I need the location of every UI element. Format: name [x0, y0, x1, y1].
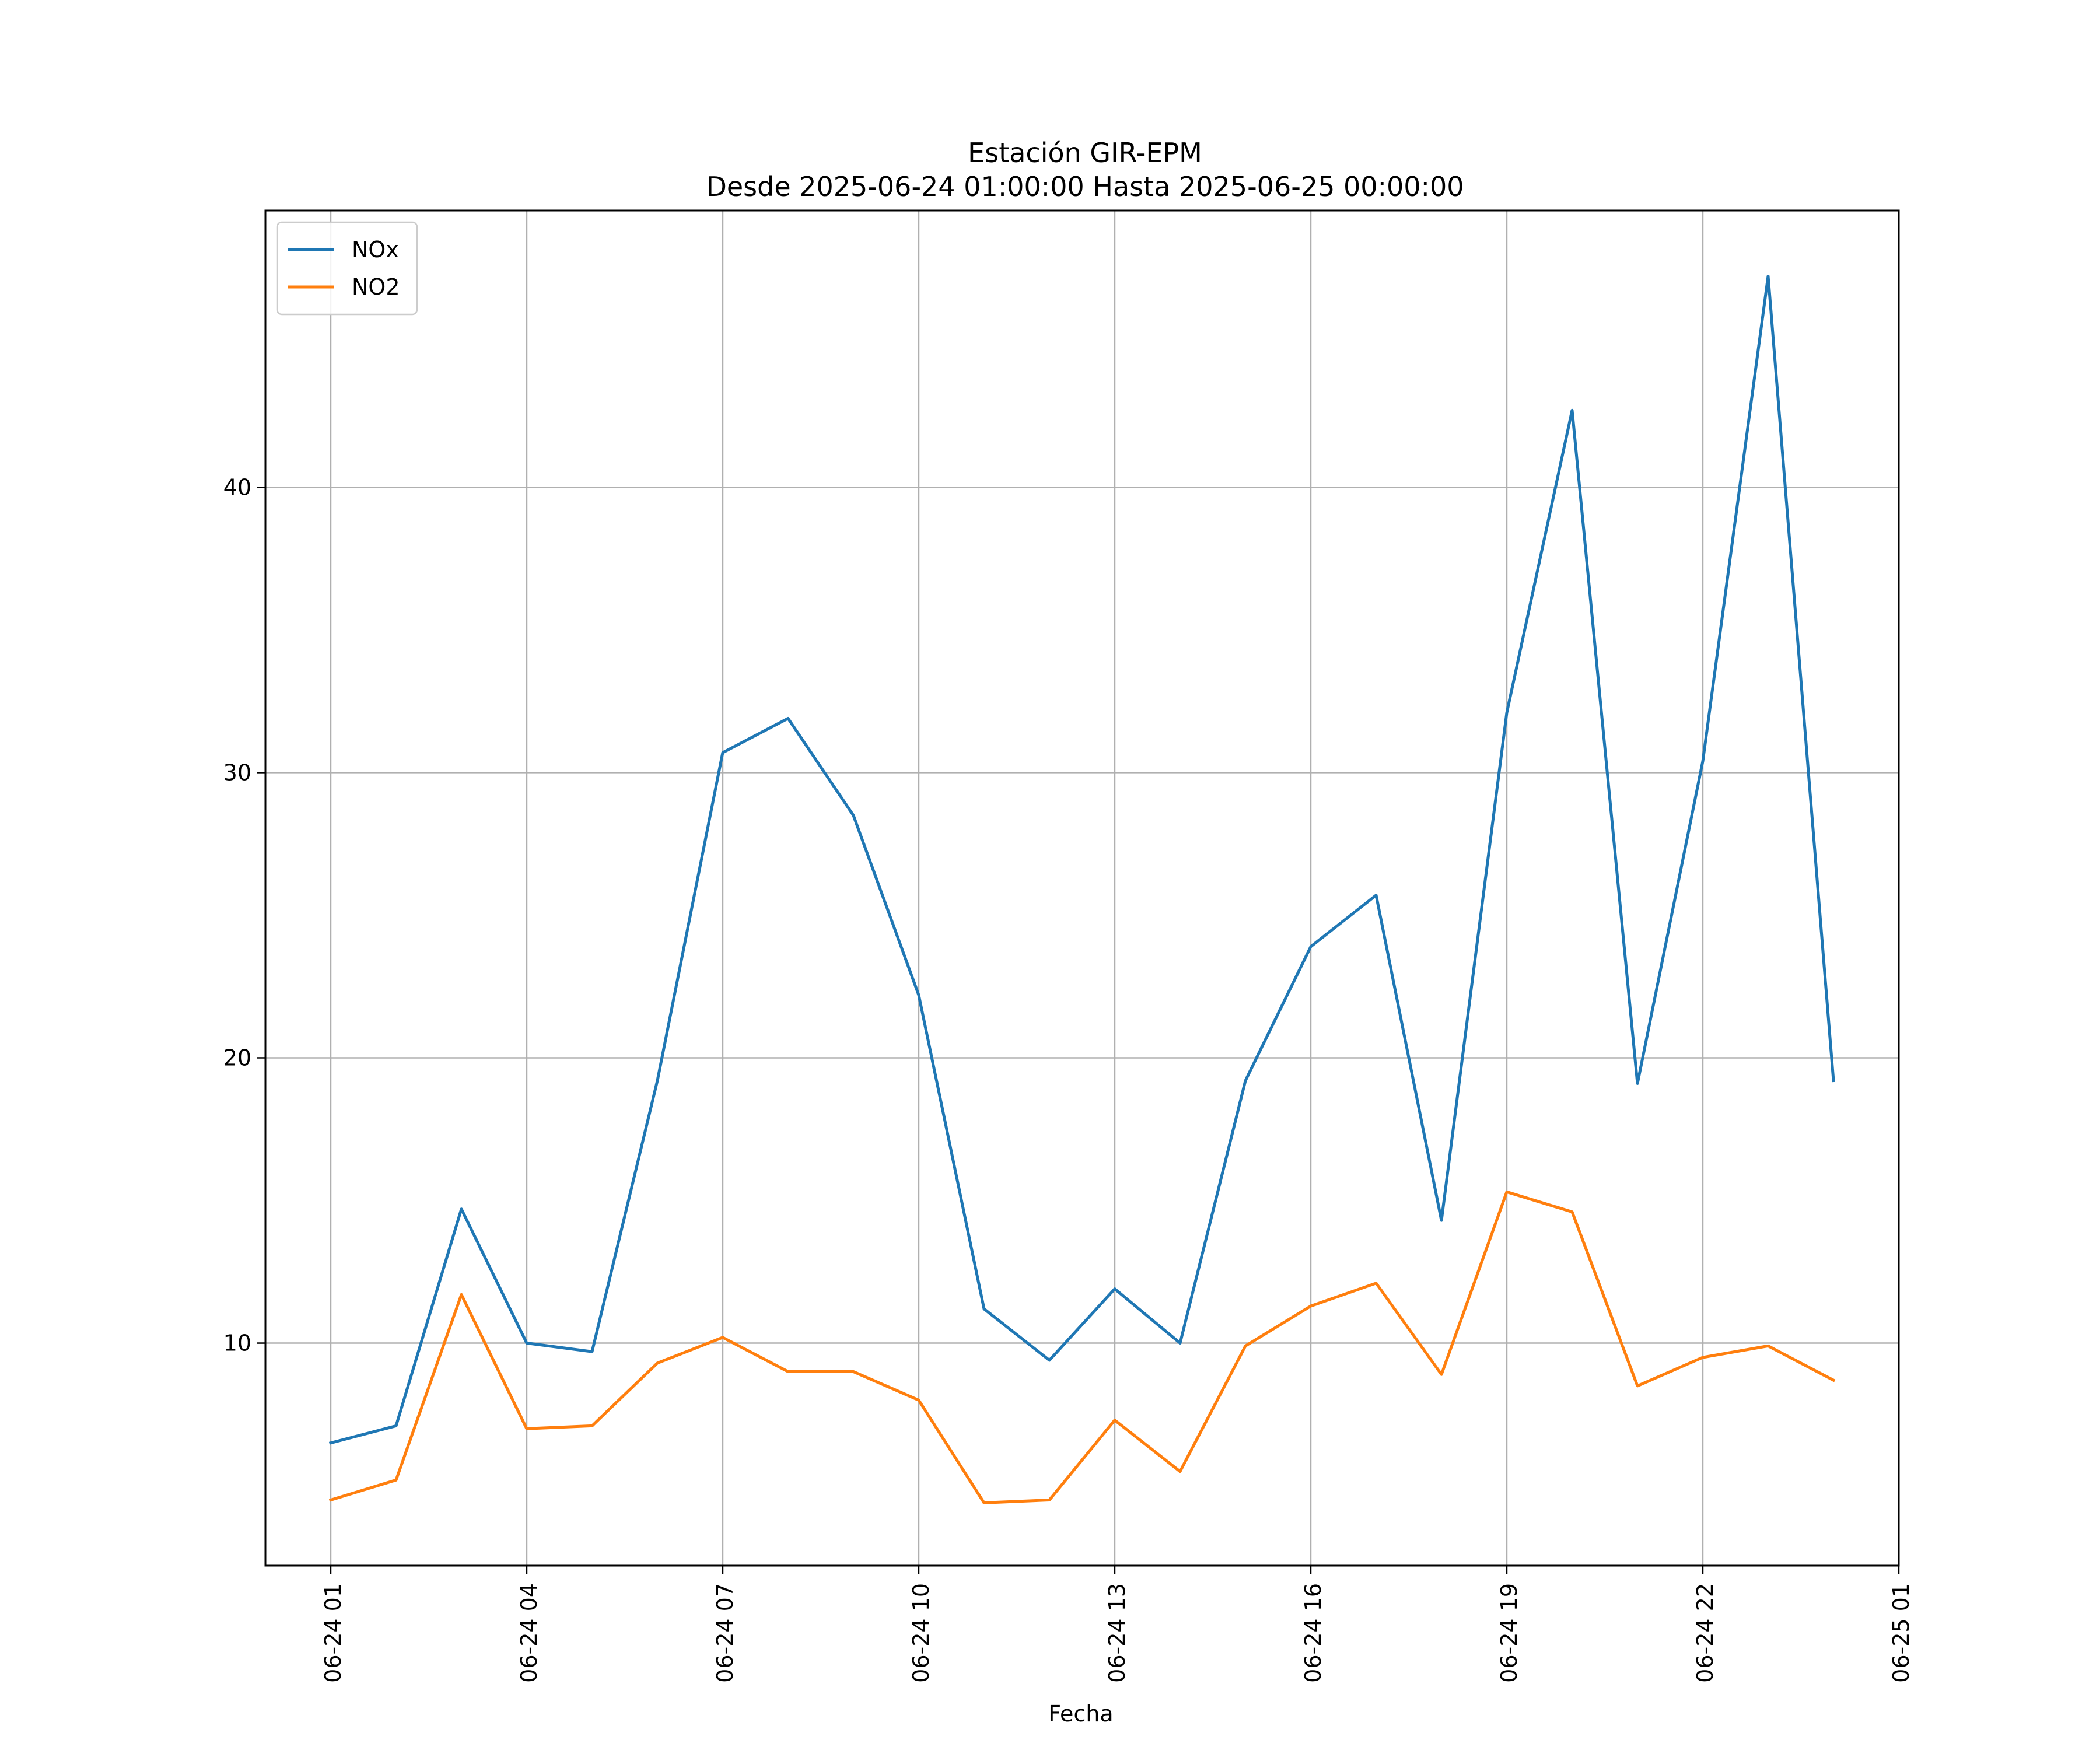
y-tick-label: 30	[223, 760, 251, 785]
x-axis: 06-24 01 06-24 04 06-24 07 06-24 10 06-24 13…	[320, 1566, 1914, 1683]
x-tick-label: 06-24 22	[1692, 1583, 1718, 1683]
series-line-no2	[328, 1190, 1836, 1504]
x-tick-label: 06-24 19	[1496, 1583, 1522, 1683]
legend: NOx NO2	[276, 221, 418, 316]
chart-subtitle: Desde 2025-06-24 01:00:00 Hasta 2025-06-…	[706, 171, 1464, 202]
plot-frame	[264, 209, 1900, 1567]
x-tick-label: 06-24 04	[516, 1583, 542, 1683]
y-tick-label: 10	[223, 1331, 251, 1356]
legend-label: NO2	[352, 274, 400, 300]
x-tick-label: 06-24 16	[1300, 1583, 1326, 1683]
x-tick-label: 06-25 01	[1888, 1583, 1914, 1683]
series-line-nox	[328, 275, 1835, 1445]
x-tick-label: 06-24 13	[1104, 1583, 1130, 1683]
grid	[265, 211, 1900, 1566]
x-tick-label: 06-24 01	[320, 1583, 346, 1683]
y-axis: 10 20 30 40	[223, 474, 265, 1356]
y-tick-label: 40	[223, 474, 251, 500]
chart-title: Estación GIR-EPM	[968, 137, 1202, 169]
x-axis-label: Fecha	[1048, 1701, 1113, 1727]
y-tick-label: 20	[223, 1045, 251, 1070]
series-layer	[328, 275, 1836, 1504]
x-tick-label: 06-24 10	[908, 1583, 934, 1683]
legend-box	[276, 221, 418, 316]
legend-label: NOx	[352, 237, 399, 262]
x-tick-label: 06-24 07	[712, 1583, 738, 1683]
